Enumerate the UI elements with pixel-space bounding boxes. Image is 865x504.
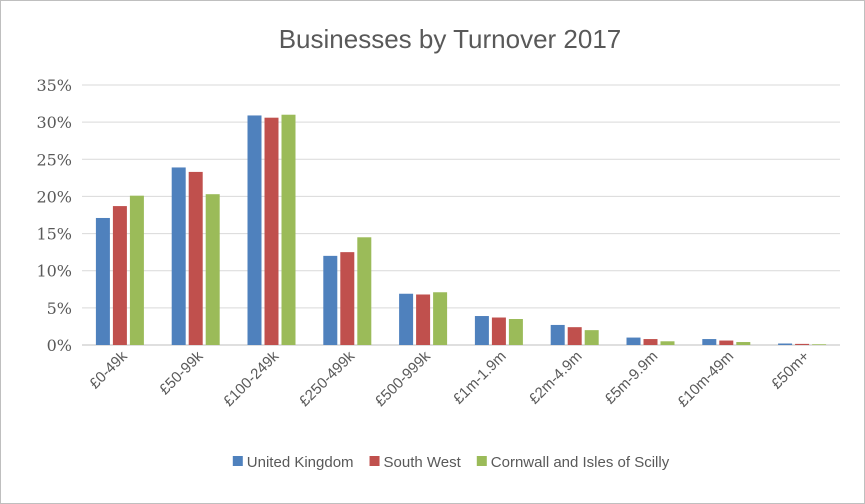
x-tick-label: £10m-49m	[674, 348, 737, 411]
y-tick-label: 0%	[47, 336, 72, 355]
bar	[567, 327, 582, 345]
bar	[188, 171, 203, 345]
x-axis-ticks: £0-49k £50-99k £100-249k £250-499k £500-999k…	[86, 347, 813, 410]
bar	[660, 341, 675, 345]
bar	[171, 167, 186, 345]
legend-label: United Kingdom	[247, 454, 354, 471]
bar	[433, 292, 448, 345]
x-tick-label: £500-999k	[372, 347, 435, 410]
bar	[584, 330, 599, 345]
bar	[702, 339, 717, 345]
bar	[474, 316, 489, 345]
y-tick-label: 25%	[36, 150, 72, 169]
bar	[719, 340, 734, 345]
bar	[205, 194, 220, 345]
bar	[399, 293, 414, 345]
bar	[281, 114, 296, 345]
x-tick-label: £250-499k	[296, 347, 359, 410]
bar	[95, 217, 110, 345]
bar	[812, 344, 827, 345]
y-tick-label: 35%	[36, 76, 72, 95]
y-tick-label: 30%	[36, 113, 72, 132]
bar	[112, 206, 127, 345]
legend: United Kingdom South West Cornwall and Isl…	[232, 454, 670, 471]
y-tick-label: 15%	[36, 225, 72, 244]
bar	[491, 317, 506, 345]
bar	[129, 195, 144, 345]
x-tick-label: £5m-9.9m	[602, 348, 662, 408]
bar	[626, 337, 641, 345]
legend-swatch	[232, 456, 243, 466]
y-tick-label: 5%	[47, 299, 72, 318]
x-tick-label: £0-49k	[86, 347, 131, 392]
x-tick-label: £50-99k	[156, 347, 207, 398]
legend-label: South West	[384, 454, 462, 471]
bar	[795, 343, 810, 345]
legend-swatch	[476, 456, 487, 466]
y-tick-label: 20%	[36, 187, 72, 206]
y-tick-label: 10%	[36, 262, 72, 281]
bar	[736, 342, 751, 345]
legend-label: Cornwall and Isles of Scilly	[491, 454, 670, 471]
bar	[508, 319, 523, 345]
bar	[643, 339, 658, 345]
bar	[778, 343, 793, 345]
bar	[550, 324, 565, 345]
bar	[264, 117, 279, 345]
bar	[323, 255, 338, 345]
x-tick-label: £50m+	[768, 348, 813, 393]
chart-title: Businesses by Turnover 2017	[279, 24, 622, 54]
bars	[95, 114, 827, 345]
bar	[357, 237, 372, 345]
y-axis-ticks: 0% 5% 10% 15% 20% 25% 30% 35%	[36, 76, 72, 355]
x-tick-label: £1m-1.9m	[450, 348, 510, 408]
bar	[247, 115, 262, 345]
x-tick-label: £100-249k	[220, 347, 283, 410]
legend-swatch	[369, 456, 380, 466]
x-tick-label: £2m-4.9m	[526, 348, 586, 408]
bar	[340, 252, 355, 345]
bar	[416, 294, 431, 345]
